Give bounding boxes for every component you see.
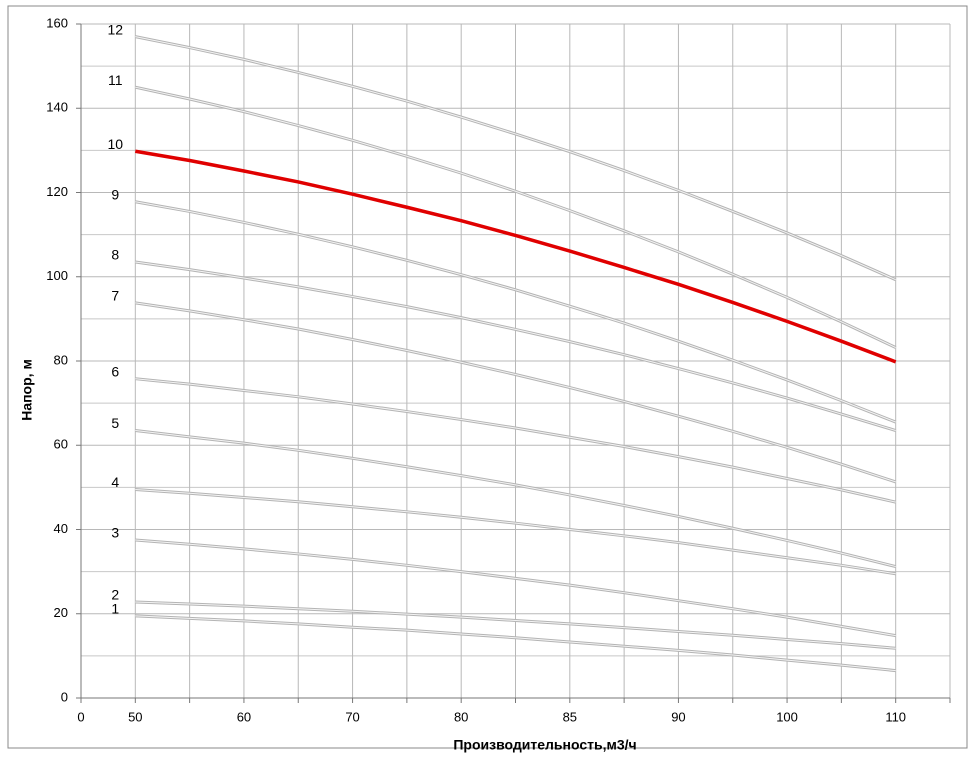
series-label: 3 xyxy=(111,525,119,541)
series-line-inner xyxy=(135,36,896,281)
series-label: 1 xyxy=(111,601,119,617)
series-line-inner xyxy=(135,539,896,637)
series-line-inner xyxy=(135,430,896,568)
y-tick-label: 40 xyxy=(54,521,68,536)
series-label: 12 xyxy=(108,21,124,37)
chart-border xyxy=(7,5,968,749)
x-tick-label: 80 xyxy=(454,709,468,724)
series-line-inner xyxy=(135,615,896,672)
x-tick-label: 100 xyxy=(776,709,798,724)
series-line xyxy=(135,149,897,364)
x-tick-label: 110 xyxy=(885,709,906,724)
y-tick-label: 160 xyxy=(46,15,68,30)
series-line-inner xyxy=(135,261,896,431)
y-tick-label: 120 xyxy=(46,184,68,199)
x-tick-label: 0 xyxy=(77,709,84,724)
series-line-inner xyxy=(135,302,896,483)
x-tick-label: 70 xyxy=(345,709,359,724)
series-label: 7 xyxy=(111,288,119,304)
series-label: 10 xyxy=(108,136,124,152)
x-tick-label: 85 xyxy=(563,709,577,724)
y-axis-title: Напор, м xyxy=(19,359,35,421)
y-tick-label: 0 xyxy=(61,689,68,704)
series-label: 2 xyxy=(111,587,119,603)
y-tick-label: 140 xyxy=(46,100,68,115)
series-label: 8 xyxy=(111,247,119,263)
x-tick-label: 60 xyxy=(237,709,251,724)
series-line-inner xyxy=(135,601,896,649)
y-tick-label: 60 xyxy=(54,437,68,452)
series-label: 9 xyxy=(111,186,119,202)
x-tick-label: 90 xyxy=(671,709,685,724)
series-line-inner xyxy=(135,488,896,575)
series-line-inner xyxy=(135,86,896,348)
y-tick-label: 100 xyxy=(46,268,68,283)
series-label: 11 xyxy=(108,72,123,88)
series-line-inner xyxy=(135,201,896,423)
series-line-inner xyxy=(135,378,896,503)
y-tick-label: 80 xyxy=(54,352,68,367)
series-label: 4 xyxy=(111,474,119,490)
x-axis-title: Производительность,м3/ч xyxy=(453,737,636,753)
x-tick-label: 50 xyxy=(128,709,142,724)
series-label: 5 xyxy=(111,415,119,431)
y-tick-label: 20 xyxy=(54,605,68,620)
series-label: 6 xyxy=(111,363,119,379)
